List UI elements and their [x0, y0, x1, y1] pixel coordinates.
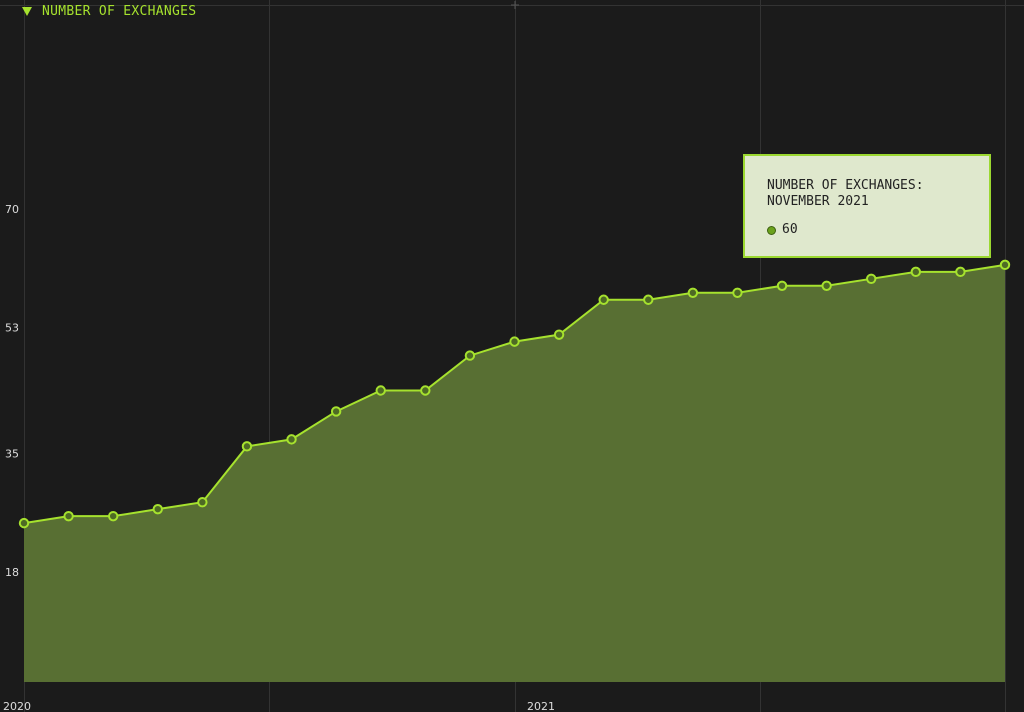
data-point — [18, 517, 30, 529]
tooltip-title: NUMBER OF EXCHANGES: — [767, 178, 924, 193]
data-point — [732, 287, 743, 298]
data-point — [643, 294, 654, 305]
data-point — [509, 336, 520, 347]
legend-toggle[interactable]: NUMBER OF EXCHANGES — [22, 4, 196, 19]
data-point — [866, 273, 877, 285]
area-fill-layer — [24, 264, 1005, 682]
data-point — [687, 287, 699, 298]
data-point — [107, 510, 119, 522]
y-tick-label: 35 — [5, 447, 19, 460]
data-point — [152, 503, 163, 515]
area-fill — [24, 264, 1005, 682]
data-point — [776, 280, 788, 291]
points-layer — [18, 259, 1011, 529]
data-point — [63, 510, 74, 522]
data-point — [286, 434, 297, 445]
data-point — [821, 280, 832, 291]
triangle-down-icon — [22, 7, 32, 16]
data-point — [330, 406, 342, 417]
series-dot-icon — [767, 225, 776, 235]
y-tick-label: 18 — [5, 566, 19, 579]
tooltip-date: NOVEMBER 2021 — [767, 194, 869, 209]
y-tick-label: 70 — [5, 203, 19, 216]
x-axis-ticks: 2020 2021 — [3, 700, 555, 712]
y-axis-ticks: 18 35 53 70 — [5, 203, 19, 579]
y-tick-label: 53 — [5, 322, 19, 335]
legend-label: NUMBER OF EXCHANGES — [42, 4, 197, 19]
data-point — [999, 259, 1011, 271]
tooltip: NUMBER OF EXCHANGES: NOVEMBER 2021 60 — [743, 154, 991, 258]
data-point — [464, 350, 476, 361]
data-point — [420, 385, 431, 396]
data-point — [197, 496, 208, 508]
x-tick-label: 2021 — [527, 700, 555, 712]
data-point — [375, 385, 386, 396]
tooltip-value-row: 60 — [767, 222, 967, 238]
data-point — [955, 266, 966, 278]
data-point — [910, 266, 922, 278]
data-point — [598, 294, 609, 305]
data-point — [553, 329, 565, 340]
x-tick-label: 2020 — [3, 700, 31, 712]
crosshair-icon — [511, 1, 519, 9]
tooltip-value: 60 — [782, 222, 798, 237]
data-point — [241, 441, 253, 452]
